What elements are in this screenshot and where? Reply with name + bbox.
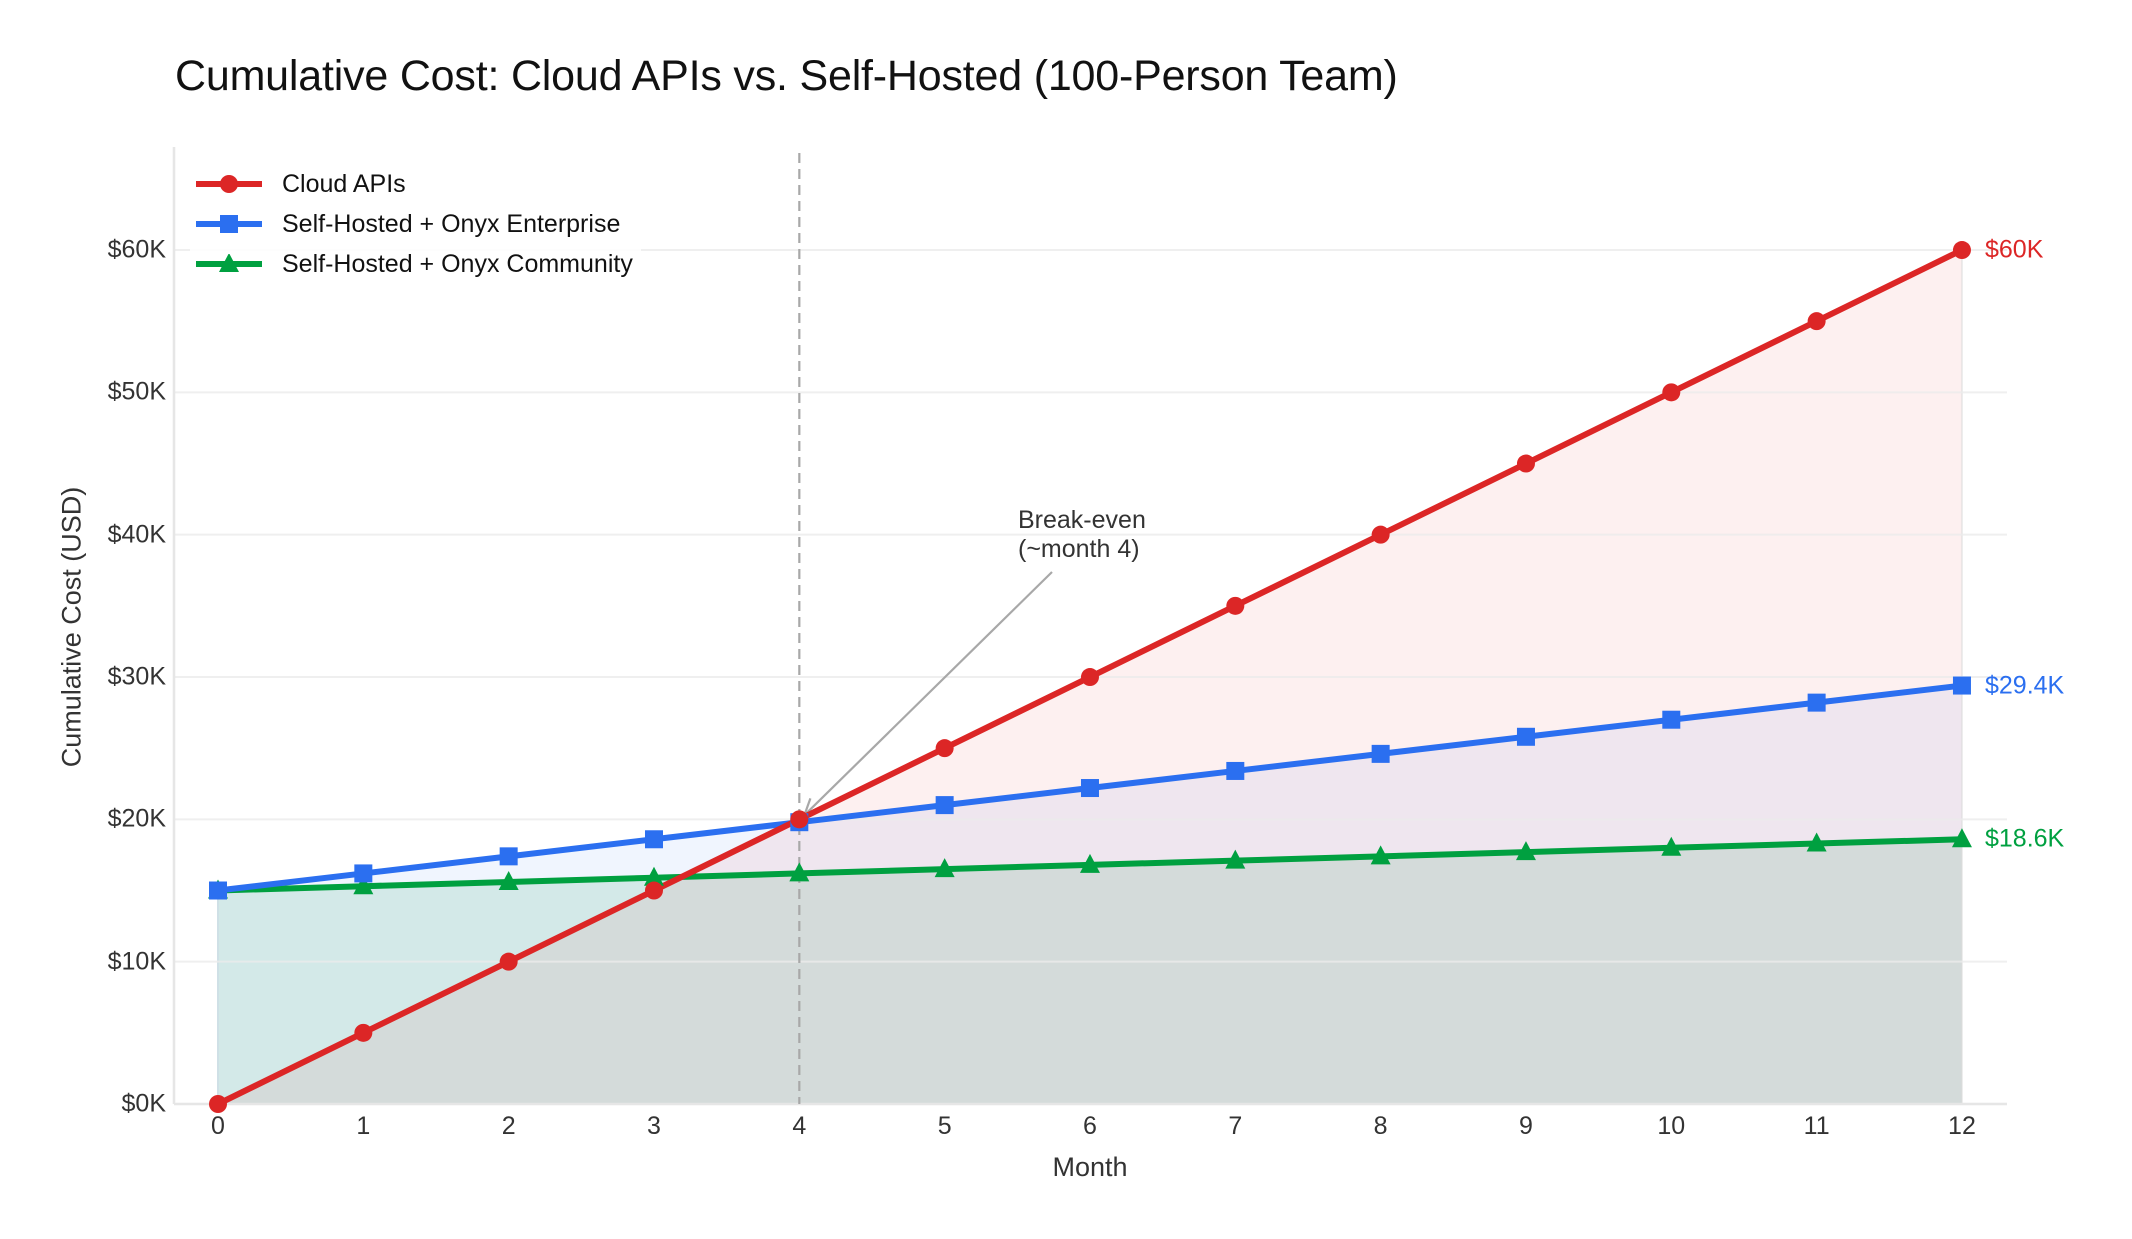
- x-tick-label: 8: [1373, 1112, 1388, 1140]
- legend-label: Cloud APIs: [282, 169, 406, 198]
- triangle-marker-icon: [196, 254, 262, 272]
- x-tick-label: 4: [792, 1112, 807, 1140]
- x-tick-label: 3: [647, 1112, 661, 1140]
- legend: Cloud APIs Self-Hosted + Onyx Enterprise…: [190, 160, 641, 288]
- series-markers: [208, 241, 1972, 1113]
- y-tick-label: $20K: [107, 804, 166, 833]
- x-tick-label: 10: [1657, 1112, 1686, 1140]
- chart-title: Cumulative Cost: Cloud APIs vs. Self-Hos…: [175, 52, 1398, 100]
- x-tick-label: 9: [1519, 1112, 1533, 1140]
- x-tick-label: 2: [501, 1112, 516, 1140]
- y-tick-label: $30K: [107, 662, 166, 691]
- end-label-onyx-enterprise: $29.4K: [1985, 671, 2065, 700]
- y-tick-label: $60K: [107, 235, 166, 264]
- x-axis-label: Month: [1052, 1152, 1128, 1182]
- y-tick-label: $40K: [107, 520, 166, 549]
- annotation-line: (~month 4): [1018, 535, 1140, 563]
- x-tick-label: 1: [356, 1112, 371, 1140]
- break-even-annotation: Break-even (~month 4): [1018, 506, 1146, 564]
- x-tick-label: 0: [211, 1112, 225, 1140]
- x-tick-label: 12: [1948, 1112, 1976, 1140]
- x-tick-label: 6: [1083, 1112, 1097, 1140]
- legend-item-onyx-enterprise: Self-Hosted + Onyx Enterprise: [196, 204, 633, 244]
- legend-item-cloud-apis: Cloud APIs: [196, 164, 633, 204]
- legend-item-onyx-community: Self-Hosted + Onyx Community: [196, 244, 633, 284]
- y-tick-label: $0K: [121, 1089, 166, 1118]
- x-tick-label: 11: [1803, 1112, 1830, 1140]
- y-axis-label: Cumulative Cost (USD): [56, 486, 87, 768]
- axis-spines: [172, 147, 2007, 1106]
- x-tick-label: 7: [1228, 1112, 1243, 1140]
- annotation-line: Break-even: [1018, 506, 1146, 534]
- y-tick-label: $10K: [107, 947, 166, 976]
- y-tick-label: $50K: [107, 377, 166, 406]
- end-label-onyx-community: $18.6K: [1985, 824, 2065, 853]
- circle-marker-icon: [196, 175, 262, 193]
- legend-label: Self-Hosted + Onyx Community: [282, 249, 633, 278]
- end-label-cloud-apis: $60K: [1985, 235, 2044, 264]
- square-marker-icon: [196, 215, 262, 233]
- x-tick-label: 5: [937, 1112, 952, 1140]
- legend-label: Self-Hosted + Onyx Enterprise: [282, 209, 621, 238]
